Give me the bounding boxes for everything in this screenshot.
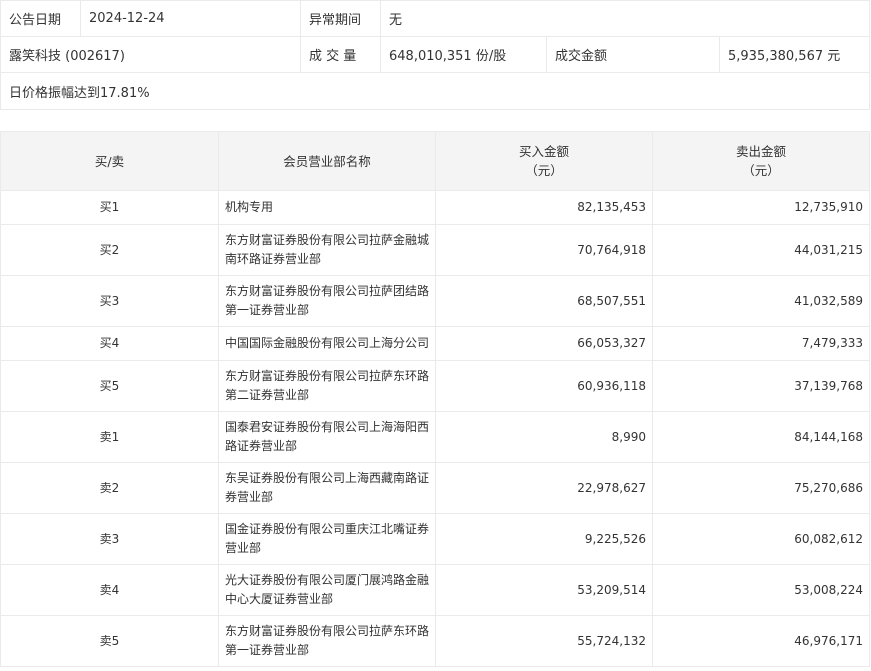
branch-name-cell: 东吴证券股份有限公司上海西藏南路证券营业部 xyxy=(218,462,436,514)
table-row: 买1 机构专用 82,135,453 12,735,910 xyxy=(0,190,870,225)
header-buy-amount: 买入金额 （元） xyxy=(435,131,653,191)
sell-amount-cell: 7,479,333 xyxy=(652,326,870,361)
branch-name-cell: 机构专用 xyxy=(218,190,436,225)
sell-amount-cell: 41,032,589 xyxy=(652,275,870,327)
side-cell: 卖4 xyxy=(0,564,219,616)
branch-name-cell: 东方财富证券股份有限公司拉萨金融城南环路证券营业部 xyxy=(218,224,436,276)
buy-amount-cell: 8,990 xyxy=(435,411,653,463)
sell-amount-cell: 75,270,686 xyxy=(652,462,870,514)
table-row: 卖3 国金证券股份有限公司重庆江北嘴证券营业部 9,225,526 60,082,61… xyxy=(0,513,870,565)
branch-name-cell: 东方财富证券股份有限公司拉萨东环路第二证券营业部 xyxy=(218,360,436,412)
buy-amount-cell: 66,053,327 xyxy=(435,326,653,361)
sell-amount-cell: 12,735,910 xyxy=(652,190,870,225)
side-cell: 买5 xyxy=(0,360,219,412)
volume-label: 成 交 量 xyxy=(300,36,381,73)
buy-amount-cell: 60,936,118 xyxy=(435,360,653,412)
buy-amount-cell: 53,209,514 xyxy=(435,564,653,616)
sell-amount-cell: 46,976,171 xyxy=(652,615,870,667)
side-cell: 买2 xyxy=(0,224,219,276)
table-row: 卖1 国泰君安证券股份有限公司上海海阳西路证券营业部 8,990 84,144,168 xyxy=(0,411,870,463)
period-value: 无 xyxy=(379,0,871,37)
side-cell: 卖1 xyxy=(0,411,219,463)
amount-value: 5,935,380,567 元 xyxy=(718,36,871,73)
side-cell: 卖3 xyxy=(0,513,219,565)
sell-amount-cell: 84,144,168 xyxy=(652,411,870,463)
sell-amount-cell: 53,008,224 xyxy=(652,564,870,616)
buy-amount-cell: 68,507,551 xyxy=(435,275,653,327)
reason-text: 日价格振幅达到17.81% xyxy=(0,72,871,110)
branch-name-cell: 光大证券股份有限公司厦门展鸿路金融中心大厦证券营业部 xyxy=(218,564,436,616)
branch-name-cell: 国泰君安证券股份有限公司上海海阳西路证券营业部 xyxy=(218,411,436,463)
header-branch-name: 会员营业部名称 xyxy=(218,131,436,191)
branch-name-cell: 国金证券股份有限公司重庆江北嘴证券营业部 xyxy=(218,513,436,565)
buy-amount-cell: 22,978,627 xyxy=(435,462,653,514)
header-sell-amount: 卖出金额 （元） xyxy=(652,131,870,191)
side-cell: 买1 xyxy=(0,190,219,225)
buy-amount-cell: 55,724,132 xyxy=(435,615,653,667)
trading-seats-table: 买/卖 会员营业部名称 买入金额 （元） 卖出金额 （元） 买1 机构专用 82,1… xyxy=(0,131,870,667)
date-value: 2024-12-24 xyxy=(80,0,301,37)
sell-amount-cell: 44,031,215 xyxy=(652,224,870,276)
buy-amount-cell: 70,764,918 xyxy=(435,224,653,276)
branch-name-cell: 东方财富证券股份有限公司拉萨东环路第一证券营业部 xyxy=(218,615,436,667)
sell-amount-cell: 37,139,768 xyxy=(652,360,870,412)
table-row: 买2 东方财富证券股份有限公司拉萨金融城南环路证券营业部 70,764,918 44,… xyxy=(0,224,870,276)
date-label: 公告日期 xyxy=(0,0,81,37)
header-side: 买/卖 xyxy=(0,131,219,191)
table-header-row: 买/卖 会员营业部名称 买入金额 （元） 卖出金额 （元） xyxy=(0,131,870,191)
side-cell: 买3 xyxy=(0,275,219,327)
side-cell: 卖5 xyxy=(0,615,219,667)
table-row: 买3 东方财富证券股份有限公司拉萨团结路第一证券营业部 68,507,551 41,0… xyxy=(0,275,870,327)
announcement-info-table: 公告日期 2024-12-24 异常期间 无 露笑科技 (002617) 成 交… xyxy=(0,0,871,110)
buy-amount-cell: 82,135,453 xyxy=(435,190,653,225)
side-cell: 卖2 xyxy=(0,462,219,514)
stock-name: 露笑科技 (002617) xyxy=(0,36,301,73)
sell-amount-cell: 60,082,612 xyxy=(652,513,870,565)
table-row: 买4 中国国际金融股份有限公司上海分公司 66,053,327 7,479,333 xyxy=(0,326,870,361)
table-row: 卖2 东吴证券股份有限公司上海西藏南路证券营业部 22,978,627 75,270,… xyxy=(0,462,870,514)
table-row: 买5 东方财富证券股份有限公司拉萨东环路第二证券营业部 60,936,118 37,1… xyxy=(0,360,870,412)
buy-amount-cell: 9,225,526 xyxy=(435,513,653,565)
table-row: 卖5 东方财富证券股份有限公司拉萨东环路第一证券营业部 55,724,132 46,9… xyxy=(0,615,870,667)
branch-name-cell: 东方财富证券股份有限公司拉萨团结路第一证券营业部 xyxy=(218,275,436,327)
period-label: 异常期间 xyxy=(300,0,381,37)
amount-label: 成交金额 xyxy=(546,36,720,73)
volume-value: 648,010,351 份/股 xyxy=(380,36,547,73)
branch-name-cell: 中国国际金融股份有限公司上海分公司 xyxy=(218,326,436,361)
table-row: 卖4 光大证券股份有限公司厦门展鸿路金融中心大厦证券营业部 53,209,514 53… xyxy=(0,564,870,616)
side-cell: 买4 xyxy=(0,326,219,361)
